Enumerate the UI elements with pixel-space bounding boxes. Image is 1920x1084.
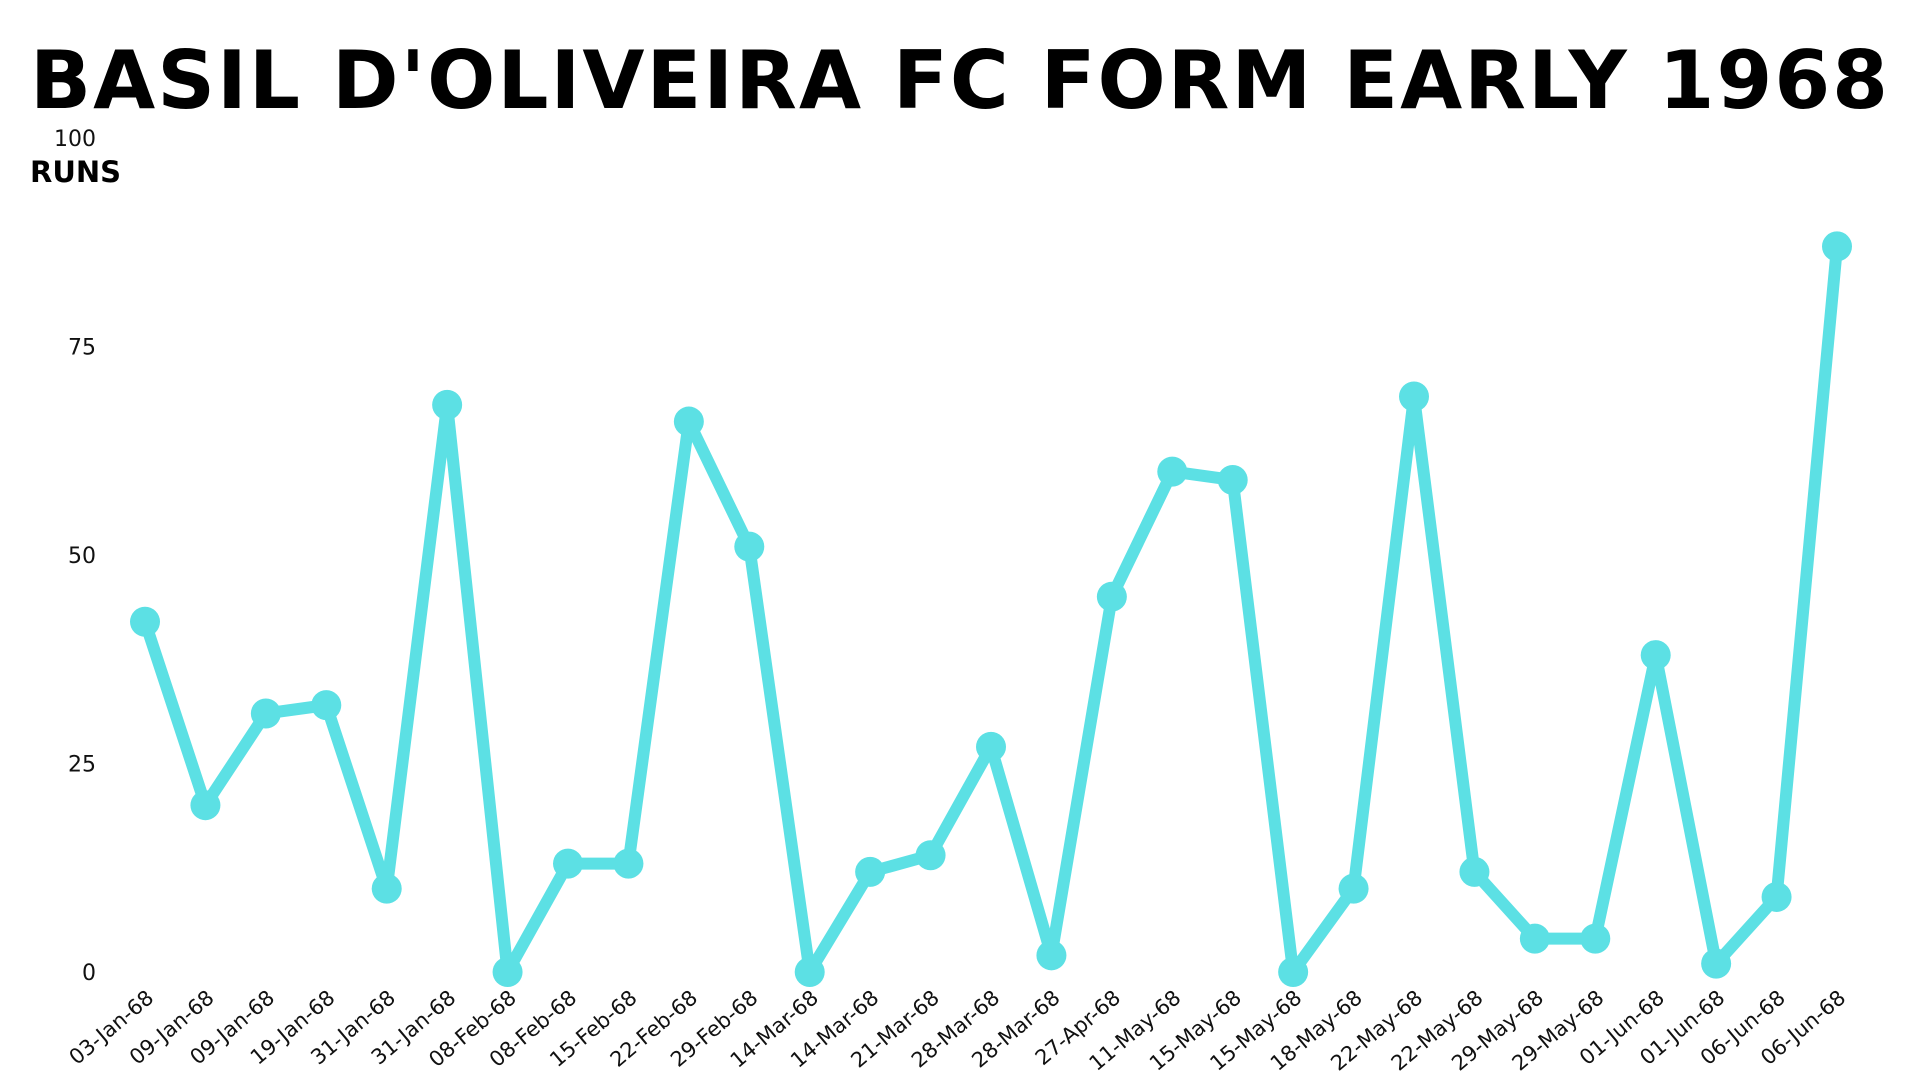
data-point [613,848,644,879]
series-line [139,240,1843,978]
data-point [1519,923,1550,954]
data-point [492,957,523,987]
data-point [190,790,221,821]
y-tick-label: 50 [68,544,96,569]
data-point [1399,381,1429,412]
data-point [1338,873,1369,904]
data-point [794,957,825,987]
data-point [250,698,281,729]
data-point [1157,456,1188,487]
data-point [1701,948,1732,979]
data-point [1096,581,1127,612]
data-point [976,731,1006,762]
y-tick-label: 25 [68,753,96,778]
y-ticks: 0 25 50 75 100 [54,127,96,986]
data-point [1580,923,1611,954]
data-point [915,840,946,871]
data-point [673,406,704,437]
data-point [1217,464,1248,495]
data-points [130,231,1852,987]
y-tick-label: 0 [82,961,96,986]
data-point [371,873,402,904]
data-point [1761,881,1792,912]
y-axis-label: RUNS [30,155,121,189]
data-point [1640,640,1671,671]
data-point [855,856,886,887]
data-point [432,389,463,420]
y-tick-label: 75 [68,336,96,361]
data-point [1459,856,1490,887]
data-point [311,690,342,721]
data-point [734,531,765,562]
data-point [1278,957,1309,987]
y-tick-label: 100 [54,127,96,152]
data-point [1036,940,1067,971]
x-ticks: 03-Jan-6809-Jan-6809-Jan-6819-Jan-6831-J… [65,985,1851,1075]
chart-title: BASIL D'OLIVEIRA FC FORM EARLY 1968 [30,34,1890,127]
data-point [130,606,160,637]
data-point [1822,231,1852,262]
data-point [553,848,583,879]
